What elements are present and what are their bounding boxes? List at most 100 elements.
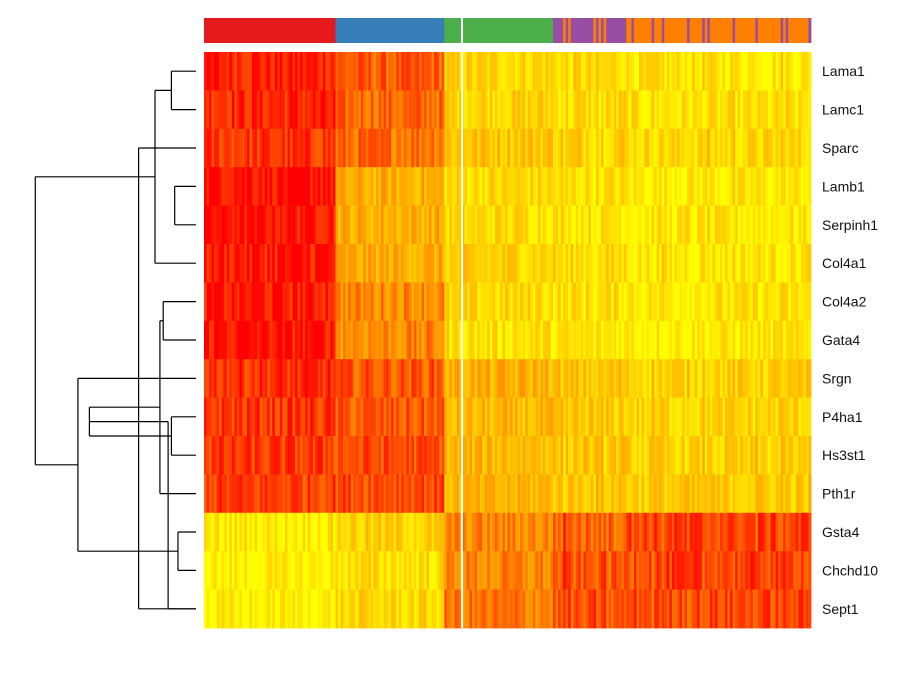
heatmap-cell — [464, 589, 468, 629]
heatmap-cell — [540, 167, 544, 206]
annotation-cell — [269, 18, 273, 43]
heatmap-cell — [555, 320, 559, 360]
heatmap-cell — [206, 551, 210, 590]
heatmap-cell — [487, 359, 491, 398]
heatmap-cell — [598, 397, 602, 437]
heatmap-cell — [780, 205, 784, 245]
heatmap-cell — [755, 205, 759, 245]
heatmap-cell — [454, 359, 458, 398]
heatmap-cell — [338, 436, 341, 475]
heatmap-cell — [669, 320, 673, 360]
heatmap-cell — [489, 205, 493, 245]
heatmap-cell — [330, 128, 334, 168]
heatmap-cell — [295, 474, 298, 514]
heatmap-cell — [461, 436, 465, 475]
heatmap-cell — [332, 52, 336, 91]
heatmap-cell — [259, 244, 263, 283]
heatmap-cell — [439, 474, 443, 514]
heatmap-cell — [413, 205, 417, 245]
heatmap-cell — [287, 205, 291, 245]
heatmap-cell — [244, 52, 248, 91]
heatmap-cell — [302, 512, 306, 552]
heatmap-cell — [712, 244, 716, 283]
heatmap-cell — [292, 589, 296, 629]
heatmap-cell — [601, 474, 605, 514]
heatmap-cell — [722, 90, 726, 130]
heatmap-cell — [808, 589, 812, 629]
heatmap-cell — [664, 589, 668, 629]
heatmap-cell — [689, 474, 693, 514]
heatmap-cell — [360, 512, 364, 552]
heatmap-cell — [355, 512, 359, 552]
heatmap-cell — [682, 282, 685, 322]
heatmap-cell — [320, 436, 324, 475]
heatmap-cell — [375, 589, 379, 629]
heatmap-cell — [411, 512, 415, 552]
heatmap-cell — [644, 589, 648, 629]
heatmap-cell — [732, 205, 736, 245]
heatmap-cell — [775, 320, 779, 360]
heatmap-cell — [322, 90, 326, 130]
heatmap-cell — [386, 90, 390, 130]
heatmap-cell — [618, 551, 622, 590]
heatmap-cell — [393, 320, 397, 360]
heatmap-cell — [651, 167, 655, 206]
heatmap-cell — [383, 397, 387, 437]
heatmap-cell — [596, 397, 599, 437]
heatmap-cell — [783, 512, 787, 552]
heatmap-cell — [310, 359, 314, 398]
heatmap-cell — [563, 167, 567, 206]
heatmap-cell — [651, 474, 655, 514]
heatmap-cell — [795, 167, 799, 206]
heatmap-cell — [474, 512, 478, 552]
heatmap-cell — [383, 551, 387, 590]
heatmap-cell — [231, 589, 235, 629]
heatmap-cell — [573, 90, 577, 130]
heatmap-cell — [312, 282, 316, 322]
heatmap-cell — [451, 167, 455, 206]
heatmap-cell — [654, 512, 658, 552]
heatmap-cell — [760, 474, 764, 514]
heatmap-cell — [550, 167, 554, 206]
heatmap-cell — [292, 244, 296, 283]
heatmap-cell — [808, 244, 812, 283]
heatmap-cell — [687, 90, 690, 130]
heatmap-cell — [641, 52, 645, 91]
heatmap-cell — [770, 90, 774, 130]
heatmap-cell — [325, 359, 329, 398]
heatmap-cell — [565, 128, 569, 168]
heatmap-cell — [459, 551, 463, 590]
heatmap-cell — [684, 282, 688, 322]
annotation-cell — [722, 18, 726, 43]
heatmap-cell — [444, 359, 448, 398]
heatmap-cell — [692, 282, 696, 322]
annotation-cell — [768, 18, 771, 43]
heatmap-cell — [219, 551, 223, 590]
heatmap-cell — [408, 436, 412, 475]
heatmap-cell — [674, 244, 678, 283]
heatmap-cell — [424, 436, 427, 475]
heatmap-cell — [578, 244, 582, 283]
heatmap-cell — [211, 359, 215, 398]
heatmap-cell — [378, 397, 382, 437]
heatmap-cell — [757, 512, 761, 552]
heatmap-cell — [249, 436, 253, 475]
heatmap-cell — [325, 397, 329, 437]
heatmap-cell — [656, 436, 660, 475]
heatmap-cell — [525, 282, 529, 322]
heatmap-cell — [315, 474, 319, 514]
heatmap-cell — [487, 589, 491, 629]
heatmap-cell — [568, 397, 572, 437]
heatmap-cell — [406, 128, 410, 168]
heatmap-cell — [350, 128, 354, 168]
heatmap-cell — [451, 282, 455, 322]
heatmap-cell — [439, 320, 443, 360]
heatmap-cell — [512, 128, 516, 168]
annotation-cell — [583, 18, 587, 43]
heatmap-cell — [669, 167, 673, 206]
heatmap-cell — [441, 52, 445, 91]
heatmap-cell — [209, 282, 212, 322]
heatmap-cell — [216, 589, 220, 629]
heatmap-cell — [699, 128, 703, 168]
heatmap-cell — [694, 436, 698, 475]
